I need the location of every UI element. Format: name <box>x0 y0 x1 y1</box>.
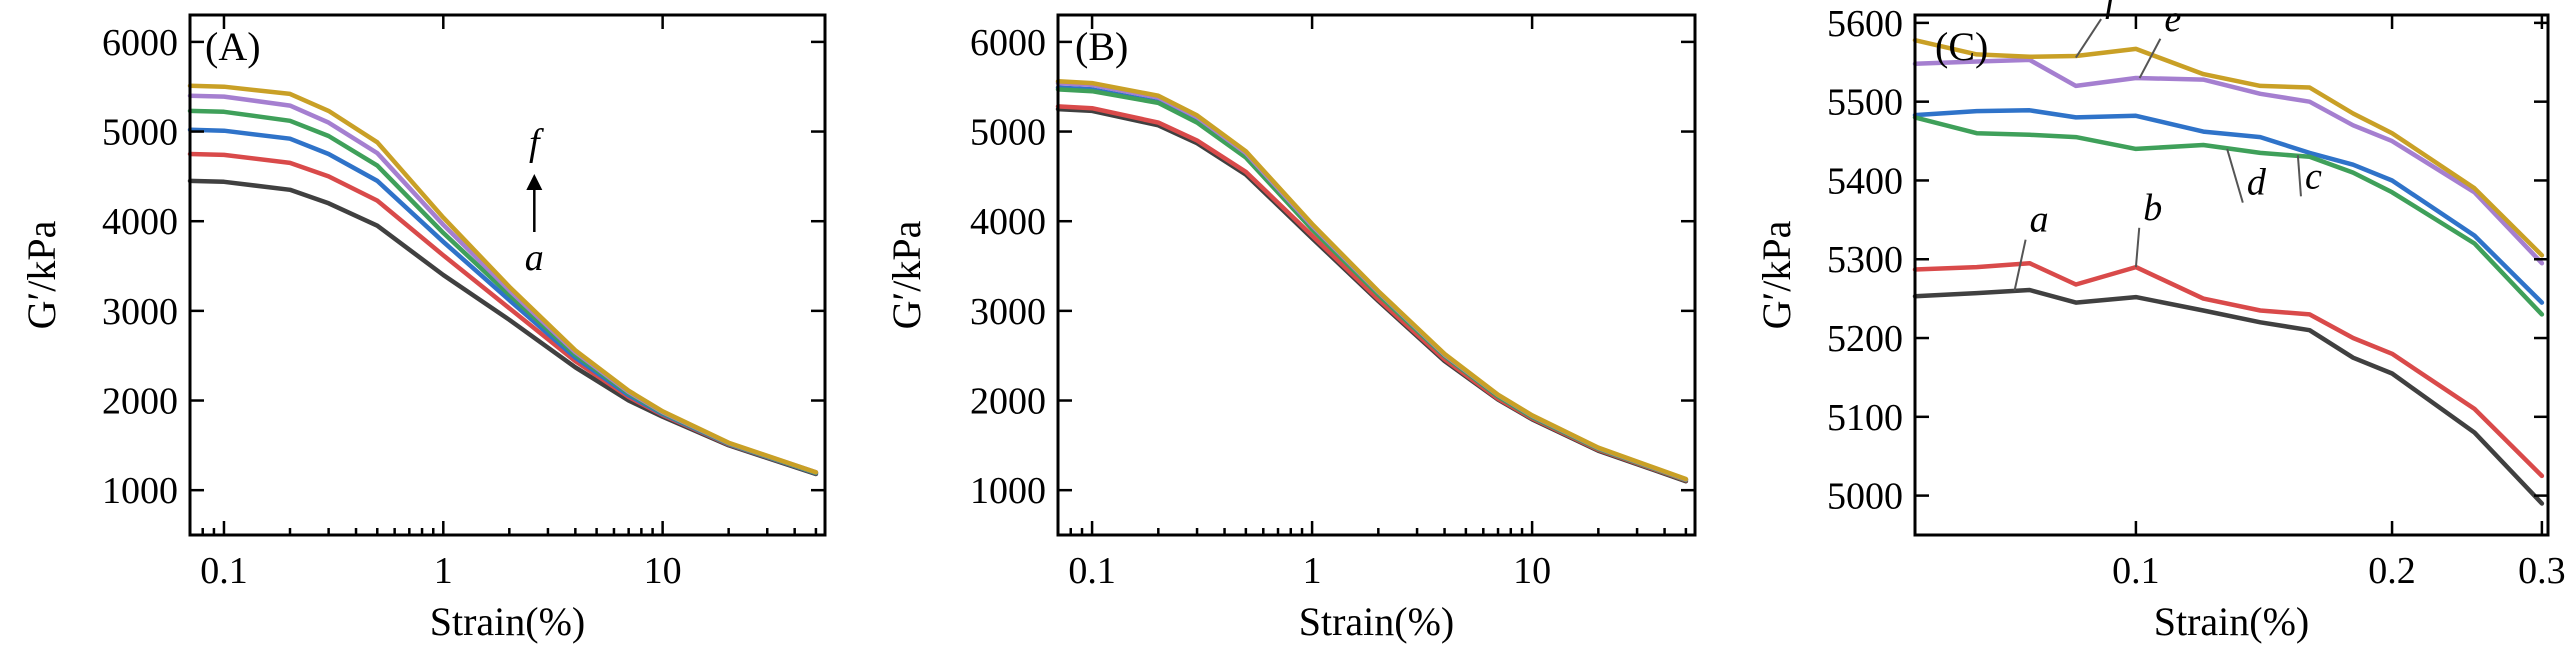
series-line-e <box>187 93 819 475</box>
y-tick-label: 5300 <box>1827 239 1903 281</box>
leader-line-f <box>2075 18 2102 59</box>
panel-tag: (C) <box>1935 24 1988 69</box>
y-tick-label: 6000 <box>102 22 178 64</box>
x-axis-label: Strain(%) <box>2154 599 2310 644</box>
y-tick-label: 5500 <box>1827 82 1903 124</box>
panel-b: 0.1 1 10 1000 2000 3000 4000 5000 6000 Strain(%) G… <box>884 13 1697 644</box>
series-label-d: d <box>2247 162 2267 204</box>
leader-line-b <box>2134 227 2141 268</box>
panel-tag: (B) <box>1075 24 1128 69</box>
series-line-c <box>1912 108 2545 305</box>
y-tick-label: 5000 <box>970 112 1046 154</box>
x-axis-label: Strain(%) <box>1299 599 1455 644</box>
y-tick-label: 4000 <box>102 201 178 243</box>
x-tick-label: 1 <box>1303 550 1322 592</box>
y-axis-label: G′/kPa <box>884 220 929 329</box>
y-axis-label: G′/kPa <box>19 220 64 329</box>
leader-line-e <box>2138 38 2162 79</box>
y-tick-label: 5000 <box>1827 476 1903 518</box>
series-label-b: b <box>2143 187 2162 229</box>
y-tick-label: 6000 <box>970 22 1046 64</box>
y-tick-label: 3000 <box>970 291 1046 333</box>
plot-frame <box>1913 13 2550 537</box>
y-tick-label: 5600 <box>1827 3 1903 45</box>
y-tick-label: 3000 <box>102 291 178 333</box>
series-line-f <box>187 83 819 475</box>
series-line-d <box>187 108 819 475</box>
plot-frame <box>1056 13 1697 537</box>
series-line-b <box>1912 260 2545 479</box>
y-tick-label: 5200 <box>1827 318 1903 360</box>
panel-c: 0.1 0.2 0.3 5000 5100 5200 5300 5400 5500 5600 Str… <box>1754 0 2566 644</box>
leader-line-d <box>2226 148 2244 203</box>
y-tick-label: 2000 <box>102 381 178 423</box>
series-line-e <box>1912 57 2545 266</box>
y-tick-label: 2000 <box>970 381 1046 423</box>
x-axis-label: Strain(%) <box>430 599 586 644</box>
y-tick-label: 4000 <box>970 201 1046 243</box>
x-tick-label: 0.1 <box>1068 550 1116 592</box>
x-tick-label: 1 <box>434 550 453 592</box>
series-line-d <box>1912 115 2545 317</box>
y-tick-label: 5000 <box>102 112 178 154</box>
y-tick-label: 5400 <box>1827 160 1903 202</box>
y-tick-label: 1000 <box>970 470 1046 512</box>
x-tick-label: 0.1 <box>200 550 248 592</box>
series-label-a: a <box>2030 199 2049 241</box>
panel-tag: (A) <box>205 24 261 69</box>
arrow-head <box>526 174 543 190</box>
leader-line-c <box>2296 155 2302 197</box>
series-line-f <box>1055 79 1689 482</box>
annotation-a: a <box>525 237 544 279</box>
series-line-b <box>1055 104 1689 483</box>
x-tick-label: 10 <box>1513 550 1551 592</box>
x-tick-label: 0.1 <box>2112 550 2160 592</box>
plot-frame <box>188 13 827 537</box>
x-tick-label: 0.3 <box>2518 550 2566 592</box>
leader-line-a <box>2013 239 2027 291</box>
series-line-a <box>187 178 819 477</box>
series-line-e <box>1055 80 1689 482</box>
x-tick-label: 10 <box>644 550 682 592</box>
series-line-a <box>1912 287 2545 506</box>
series-label-e: e <box>2164 0 2181 40</box>
series-label-c: c <box>2305 155 2322 197</box>
series-label-f: f <box>2105 0 2120 20</box>
annotation-f: f <box>529 122 544 164</box>
y-axis-label: G′/kPa <box>1754 220 1799 329</box>
x-tick-label: 0.2 <box>2368 550 2416 592</box>
y-tick-label: 5100 <box>1827 397 1903 439</box>
series-line-f <box>1912 37 2545 258</box>
y-tick-label: 1000 <box>102 470 178 512</box>
panel-a: 0.1 1 10 1000 2000 3000 4000 5000 6000 Strain(%) G… <box>19 13 827 644</box>
